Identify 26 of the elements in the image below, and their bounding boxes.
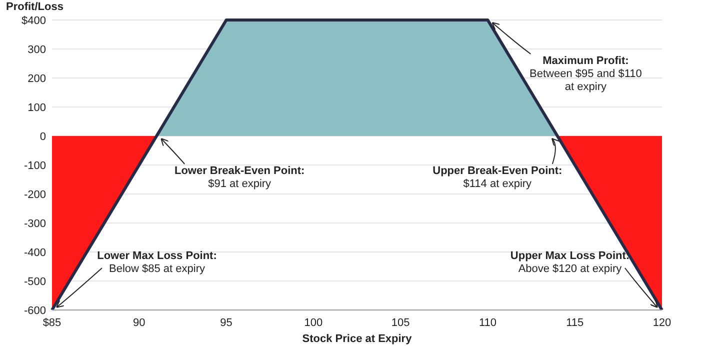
y-tick-label: -500 <box>24 276 46 288</box>
x-tick-label: 110 <box>478 317 496 329</box>
y-tick-label: 200 <box>28 72 46 85</box>
y-tick-label: -200 <box>24 188 46 201</box>
x-tick-label: 100 <box>304 317 323 329</box>
y-tick-label: $400 <box>22 14 46 27</box>
y-tick-label: -600 <box>24 304 46 317</box>
annotation: Lower Break-Even Point: $91 at expiry <box>174 165 305 190</box>
annotation: Lower Max Loss Point: Below $85 at expiry <box>97 250 217 275</box>
annotation: Upper Break-Even Point: $114 at expiry <box>432 165 562 190</box>
x-axis-title: Stock Price at Expiry <box>302 333 413 345</box>
y-tick-label: -400 <box>24 246 46 259</box>
x-tick-label: 105 <box>391 317 410 329</box>
x-tick-label: 120 <box>652 317 672 329</box>
y-tick-label: 300 <box>28 44 46 56</box>
y-axis-title: Profit/Loss <box>6 1 64 13</box>
y-tick-label: -300 <box>24 218 46 230</box>
y-tick-label: 100 <box>28 102 46 114</box>
x-tick-label: 90 <box>133 317 146 329</box>
y-tick-label: -100 <box>24 160 46 172</box>
y-tick-label: 0 <box>40 130 46 143</box>
x-tick-label: $85 <box>42 317 62 329</box>
annotation: Upper Max Loss Point: Above $120 at expiry <box>510 250 630 275</box>
annotation: Maximum Profit: Between $95 and $110 at expiry <box>530 55 642 93</box>
x-tick-label: 95 <box>220 317 232 329</box>
x-tick-label: 115 <box>566 317 584 329</box>
